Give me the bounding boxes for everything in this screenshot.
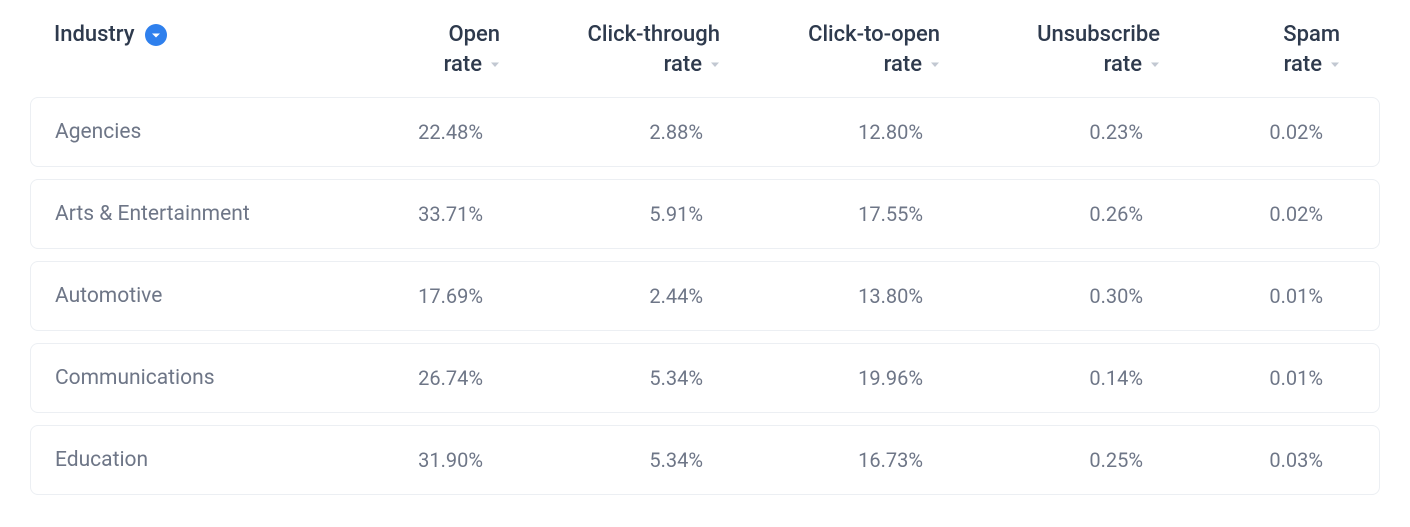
table-row: Automotive 17.69% 2.44% 13.80% 0.30% 0.0… — [30, 261, 1380, 331]
industry-cell: Agencies — [31, 120, 331, 144]
column-label-line1: Click-to-open — [808, 20, 940, 50]
column-header-click-through-rate[interactable]: Click-through rate — [510, 20, 730, 79]
column-header-spam-rate[interactable]: Spam rate — [1170, 20, 1350, 79]
click-through-rate-cell: 2.88% — [511, 120, 731, 144]
spam-rate-cell: 0.01% — [1171, 284, 1351, 308]
column-header-click-to-open-rate[interactable]: Click-to-open rate — [730, 20, 950, 79]
click-through-rate-cell: 5.34% — [511, 448, 731, 472]
column-label-line2: rate — [884, 50, 922, 80]
column-label-line1: Click-through — [588, 20, 720, 50]
table-row: Arts & Entertainment 33.71% 5.91% 17.55%… — [30, 179, 1380, 249]
chevron-down-icon — [490, 61, 500, 69]
industry-cell: Education — [31, 448, 331, 472]
table-header-row: Industry Open rate Click-through rate — [30, 20, 1380, 97]
column-label-line2: rate — [1284, 50, 1322, 80]
table-row: Education 31.90% 5.34% 16.73% 0.25% 0.03… — [30, 425, 1380, 495]
click-to-open-rate-cell: 19.96% — [731, 366, 951, 390]
spam-rate-cell: 0.02% — [1171, 120, 1351, 144]
industry-cell: Arts & Entertainment — [31, 202, 331, 226]
chevron-down-icon — [1150, 61, 1160, 69]
unsubscribe-rate-cell: 0.25% — [951, 448, 1171, 472]
column-header-open-rate[interactable]: Open rate — [330, 20, 510, 79]
column-label-line2: rate — [444, 50, 482, 80]
chevron-down-icon — [1330, 61, 1340, 69]
open-rate-cell: 17.69% — [331, 284, 511, 308]
industry-cell: Communications — [31, 366, 331, 390]
column-header-unsubscribe-rate[interactable]: Unsubscribe rate — [950, 20, 1170, 79]
open-rate-cell: 31.90% — [331, 448, 511, 472]
unsubscribe-rate-cell: 0.30% — [951, 284, 1171, 308]
click-through-rate-cell: 5.34% — [511, 366, 731, 390]
click-to-open-rate-cell: 12.80% — [731, 120, 951, 144]
column-header-industry[interactable]: Industry — [30, 20, 330, 50]
chevron-down-icon — [710, 61, 720, 69]
unsubscribe-rate-cell: 0.23% — [951, 120, 1171, 144]
column-label: Industry — [54, 20, 135, 50]
unsubscribe-rate-cell: 0.14% — [951, 366, 1171, 390]
open-rate-cell: 26.74% — [331, 366, 511, 390]
spam-rate-cell: 0.02% — [1171, 202, 1351, 226]
column-label-line2: rate — [1104, 50, 1142, 80]
open-rate-cell: 22.48% — [331, 120, 511, 144]
click-to-open-rate-cell: 16.73% — [731, 448, 951, 472]
metrics-table: Industry Open rate Click-through rate — [30, 20, 1380, 495]
click-to-open-rate-cell: 17.55% — [731, 202, 951, 226]
sort-asc-icon — [145, 24, 167, 46]
industry-cell: Automotive — [31, 284, 331, 308]
click-through-rate-cell: 5.91% — [511, 202, 731, 226]
table-row: Agencies 22.48% 2.88% 12.80% 0.23% 0.02% — [30, 97, 1380, 167]
column-label-line1: Open — [448, 20, 500, 50]
open-rate-cell: 33.71% — [331, 202, 511, 226]
column-label-line1: Unsubscribe — [1037, 20, 1160, 50]
unsubscribe-rate-cell: 0.26% — [951, 202, 1171, 226]
click-through-rate-cell: 2.44% — [511, 284, 731, 308]
spam-rate-cell: 0.03% — [1171, 448, 1351, 472]
spam-rate-cell: 0.01% — [1171, 366, 1351, 390]
column-label-line1: Spam — [1283, 20, 1340, 50]
column-label-line2: rate — [664, 50, 702, 80]
table-row: Communications 26.74% 5.34% 19.96% 0.14%… — [30, 343, 1380, 413]
click-to-open-rate-cell: 13.80% — [731, 284, 951, 308]
chevron-down-icon — [930, 61, 940, 69]
